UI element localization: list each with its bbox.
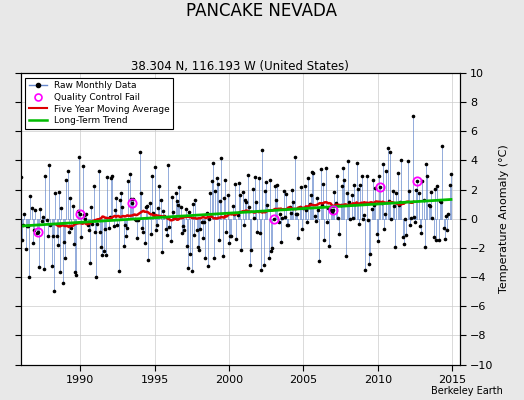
Text: PANCAKE NEVADA: PANCAKE NEVADA — [187, 2, 337, 20]
Text: Berkeley Earth: Berkeley Earth — [431, 386, 503, 396]
Y-axis label: Temperature Anomaly (°C): Temperature Anomaly (°C) — [499, 144, 509, 293]
Legend: Raw Monthly Data, Quality Control Fail, Five Year Moving Average, Long-Term Tren: Raw Monthly Data, Quality Control Fail, … — [25, 78, 173, 129]
Title: 38.304 N, 116.193 W (United States): 38.304 N, 116.193 W (United States) — [131, 60, 349, 73]
